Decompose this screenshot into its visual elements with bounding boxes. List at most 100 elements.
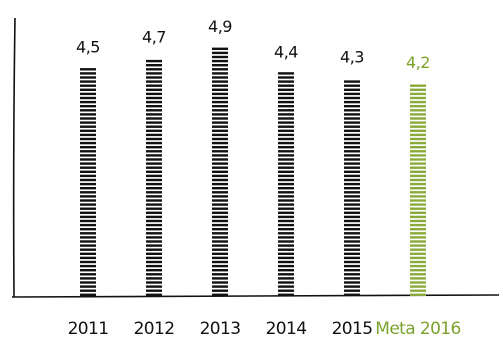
bar-stripe (410, 289, 426, 292)
bar-stripe (278, 203, 294, 206)
bar-stripe (80, 277, 96, 280)
bar-stripe (278, 133, 294, 137)
bar-stripe (212, 162, 228, 165)
bar-stripe (146, 277, 162, 280)
bar-stripe (278, 269, 294, 272)
bar-stripe (80, 146, 96, 149)
bar-stripe (278, 146, 294, 149)
bar-stripe (212, 244, 228, 247)
bar-stripe (80, 256, 96, 260)
bar-stripe (278, 289, 294, 292)
bar-stripe (278, 113, 294, 116)
bar-stripe (80, 199, 96, 202)
bar-stripe (212, 96, 228, 100)
bar-stripe (146, 215, 162, 219)
bar-stripe (344, 252, 360, 255)
bar-stripe (80, 80, 96, 83)
bar-stripe (212, 273, 228, 276)
bar-stripe (80, 109, 96, 112)
bar-stripe (80, 281, 96, 284)
bar-stripe (278, 125, 294, 128)
bar-stripe (410, 162, 426, 165)
bar-stripe (146, 141, 162, 145)
bar-stripe (278, 223, 294, 227)
bar-stripe (410, 232, 426, 235)
bar-stripe (278, 195, 294, 198)
bar-stripe (146, 174, 162, 178)
bar-stripe (212, 191, 228, 194)
bar-stripe (80, 105, 96, 108)
bar-stripe (410, 137, 426, 141)
category-label: Meta 2016 (375, 319, 460, 339)
bar-stripe (146, 59, 162, 63)
category-label: 2011 (68, 319, 109, 339)
bar-stripe (80, 215, 96, 219)
bar-stripe (80, 92, 96, 96)
bar-stripe (146, 166, 162, 169)
bar-stripe (410, 129, 426, 132)
bar-stripe (344, 129, 360, 132)
bar-stripe (410, 84, 426, 87)
bar-stripe (344, 273, 360, 276)
bar-stripe (410, 207, 426, 210)
bar-stripe (212, 207, 228, 210)
bar-stripe (212, 72, 228, 75)
bar-stripe (344, 236, 360, 239)
bar-stripe (344, 174, 360, 178)
bar-stripe (278, 170, 294, 173)
bar-stripe (212, 199, 228, 202)
bar-stripe (410, 269, 426, 272)
bar-stripe (278, 84, 294, 87)
axes (11, 17, 500, 298)
bar-stripe (146, 100, 162, 104)
bar-stripe (212, 76, 228, 79)
bar-stripe (344, 240, 360, 243)
bar-stripe (212, 252, 228, 255)
bar-stripe (344, 113, 360, 116)
bar-stripe (410, 219, 426, 223)
bar-stripe (80, 273, 96, 276)
category-label: 2015 (332, 319, 373, 339)
bar-stripe (278, 207, 294, 210)
bar-stripe (80, 285, 96, 288)
bar-stripe (146, 88, 162, 91)
bar-stripe (410, 215, 426, 219)
bar-stripe (344, 223, 360, 227)
bar-stripe (80, 195, 96, 198)
bar-stripe (212, 277, 228, 280)
bar-stripe (278, 117, 294, 120)
bar-stripe (212, 84, 228, 87)
bar-stripe (410, 121, 426, 124)
bar-stripe (278, 150, 294, 153)
bar-stripe (278, 154, 294, 157)
bar-stripe (278, 211, 294, 214)
bar-stripe (212, 150, 228, 153)
bar-stripe (410, 125, 426, 128)
bar-stripe (344, 166, 360, 169)
bar-stripe (146, 68, 162, 71)
bar-stripe (146, 137, 162, 141)
bar-stripe (410, 248, 426, 251)
bar-stripe (80, 88, 96, 91)
bar-stripe (80, 182, 96, 186)
bar-stripe (212, 203, 228, 206)
bar-stripe (212, 285, 228, 288)
bar-stripe (410, 228, 426, 231)
bar-stripe (278, 191, 294, 194)
bar-stripe (278, 215, 294, 219)
bar-stripe (146, 146, 162, 149)
bar-stripe (146, 105, 162, 108)
bar-stripe (80, 174, 96, 178)
bar-stripe (278, 80, 294, 83)
bar-stripe (344, 244, 360, 247)
bar-stripe (212, 236, 228, 239)
bar-stripe (410, 154, 426, 157)
bar-stripe (146, 207, 162, 210)
bar-stripe (146, 182, 162, 186)
bar-stripe (146, 84, 162, 87)
bar-stripe (410, 150, 426, 153)
bar-stripe (410, 256, 426, 260)
bar-stripe (410, 252, 426, 255)
bar-stripe (344, 277, 360, 280)
bar-stripe (344, 269, 360, 272)
